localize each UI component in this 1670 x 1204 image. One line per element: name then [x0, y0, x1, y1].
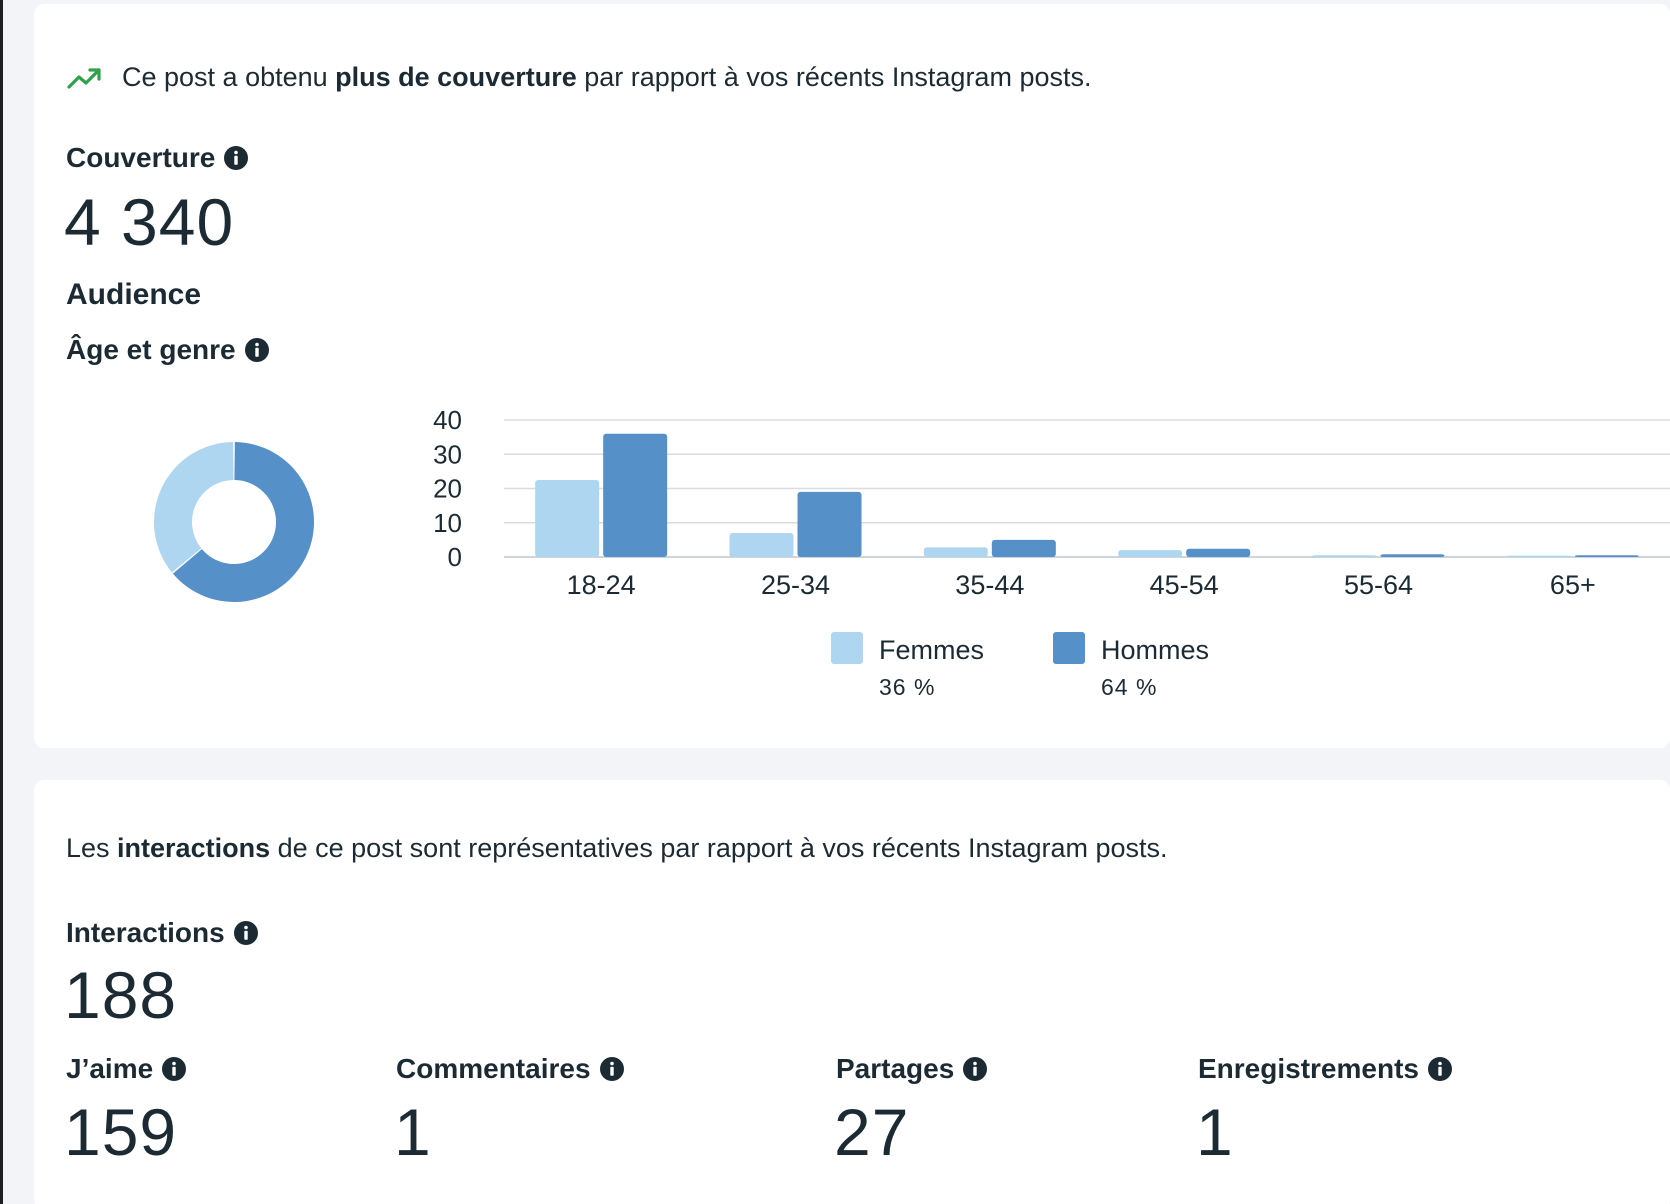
bar-femmes-25-34[interactable]	[729, 533, 794, 557]
legend-percent-hommes: 64 %	[1101, 674, 1158, 700]
metric-comments-label: Commentaires	[396, 1053, 624, 1085]
info-icon[interactable]	[162, 1057, 187, 1081]
info-icon[interactable]	[233, 921, 258, 945]
info-icon[interactable]	[1427, 1057, 1452, 1081]
y-tick-label: 10	[433, 508, 462, 538]
y-tick-label: 0	[448, 542, 462, 572]
bar-femmes-65+[interactable]	[1506, 555, 1571, 557]
bar-hommes-55-64[interactable]	[1380, 554, 1445, 557]
bar-hommes-45-54[interactable]	[1186, 548, 1251, 557]
y-tick-label: 20	[433, 474, 462, 504]
bar-femmes-18-24[interactable]	[535, 479, 600, 557]
shares-value: 27	[834, 1095, 910, 1169]
interactions-card: Les interactions de ce post sont représe…	[34, 780, 1670, 1204]
trend-up-icon	[67, 67, 101, 89]
insight-bold: interactions	[117, 833, 271, 863]
interactions-value: 188	[64, 958, 178, 1032]
comments-label-text: Commentaires	[396, 1053, 591, 1084]
insight-prefix: Les	[66, 833, 118, 863]
bar-femmes-35-44[interactable]	[923, 547, 988, 557]
donut-slice-hommes[interactable]	[172, 442, 314, 602]
comments-value: 1	[394, 1095, 432, 1169]
metric-shares-label: Partages	[836, 1053, 988, 1085]
reach-label: Couverture	[66, 142, 249, 174]
interactions-label: Interactions	[66, 917, 258, 949]
donut-slice-femmes[interactable]	[154, 442, 234, 573]
age-bar-chart: 40 30 20 10 0 18-24 25-34 35-44 45-54 55-64 65+	[433, 405, 1670, 600]
gender-donut-chart	[154, 442, 314, 602]
window-edge	[0, 0, 3, 1204]
x-tick-label: 18-24	[567, 570, 636, 600]
y-tick-label: 30	[433, 439, 462, 469]
age-gender-label: Âge et genre	[66, 334, 269, 366]
likes-label-text: J’aime	[66, 1053, 154, 1084]
info-icon[interactable]	[599, 1057, 624, 1081]
legend-percent-femmes: 36 %	[879, 674, 936, 700]
info-icon[interactable]	[244, 338, 269, 362]
info-icon[interactable]	[963, 1057, 988, 1081]
age-gender-label-text: Âge et genre	[66, 334, 236, 365]
x-tick-label: 55-64	[1344, 570, 1413, 600]
interactions-label-text: Interactions	[66, 917, 225, 948]
reach-label-text: Couverture	[66, 142, 216, 173]
x-tick-label: 35-44	[955, 570, 1024, 600]
metric-likes-label: J’aime	[66, 1053, 187, 1085]
saves-label-text: Enregistrements	[1198, 1053, 1419, 1084]
shares-label-text: Partages	[836, 1053, 955, 1084]
x-tick-label: 65+	[1550, 570, 1596, 600]
insight-prefix: Ce post a obtenu	[122, 62, 336, 92]
bar-hommes-35-44[interactable]	[991, 539, 1056, 557]
bar-hommes-18-24[interactable]	[603, 433, 668, 557]
saves-value: 1	[1196, 1095, 1234, 1169]
insight-suffix: par rapport à vos récents Instagram post…	[576, 62, 1092, 92]
reach-value: 4 340	[64, 185, 235, 259]
bar-hommes-25-34[interactable]	[797, 491, 862, 557]
legend-name-femmes: Femmes	[879, 635, 985, 665]
bar-femmes-55-64[interactable]	[1312, 555, 1377, 557]
y-tick-label: 40	[433, 405, 462, 435]
metric-saves-label: Enregistrements	[1198, 1053, 1452, 1085]
legend-swatch-hommes	[1053, 632, 1085, 664]
legend-name-hommes: Hommes	[1101, 635, 1210, 665]
insight-suffix: de ce post sont représentatives par rapp…	[270, 833, 1168, 863]
x-tick-label: 25-34	[761, 570, 830, 600]
info-icon[interactable]	[224, 146, 249, 170]
audience-title: Audience	[66, 278, 202, 311]
insight-bold: plus de couverture	[335, 62, 577, 92]
likes-value: 159	[64, 1095, 178, 1169]
interactions-insight: Les interactions de ce post sont représe…	[66, 833, 1168, 864]
legend-swatch-femmes	[831, 632, 863, 664]
bar-femmes-45-54[interactable]	[1118, 550, 1183, 557]
reach-card: Ce post a obtenu plus de couverture par …	[34, 4, 1670, 748]
bar-hommes-65+[interactable]	[1574, 555, 1639, 557]
reach-insight: Ce post a obtenu plus de couverture par …	[66, 62, 1091, 93]
x-tick-label: 45-54	[1150, 570, 1219, 600]
